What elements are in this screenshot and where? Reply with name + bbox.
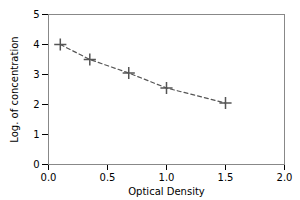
svg-text:Log. of concentration: Log. of concentration <box>9 36 20 142</box>
svg-text:2.0: 2.0 <box>277 172 293 183</box>
svg-text:0.5: 0.5 <box>100 172 116 183</box>
svg-text:3: 3 <box>33 69 39 80</box>
svg-text:0: 0 <box>33 159 39 170</box>
svg-text:1: 1 <box>33 129 39 140</box>
svg-text:1.0: 1.0 <box>159 172 175 183</box>
svg-text:4: 4 <box>33 39 39 50</box>
svg-text:1.5: 1.5 <box>218 172 234 183</box>
svg-text:5: 5 <box>33 9 39 20</box>
svg-text:2: 2 <box>33 99 39 110</box>
svg-text:Optical Density: Optical Density <box>128 186 205 197</box>
svg-text:0.0: 0.0 <box>41 172 57 183</box>
